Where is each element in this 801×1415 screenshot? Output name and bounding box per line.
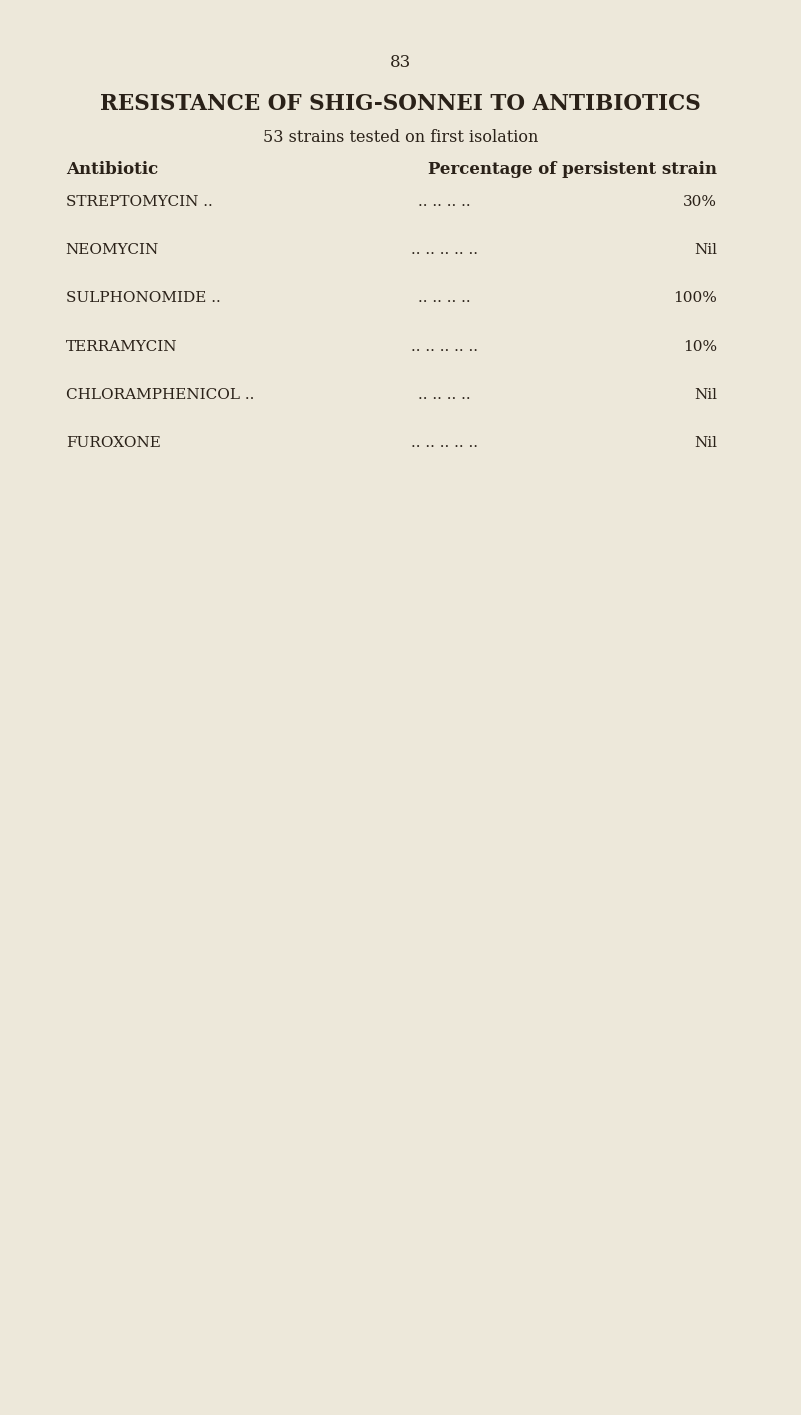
Text: .. .. .. .. ..: .. .. .. .. .. <box>411 436 478 450</box>
Text: SULPHONOMIDE ..: SULPHONOMIDE .. <box>66 291 220 306</box>
Text: RESISTANCE OF SHIG-SONNEI TO ANTIBIOTICS: RESISTANCE OF SHIG-SONNEI TO ANTIBIOTICS <box>100 93 701 116</box>
Text: Nil: Nil <box>694 388 717 402</box>
Text: .. .. .. ..: .. .. .. .. <box>418 195 471 209</box>
Text: FUROXONE: FUROXONE <box>66 436 160 450</box>
Text: Percentage of persistent strain: Percentage of persistent strain <box>428 161 717 178</box>
Text: 30%: 30% <box>683 195 717 209</box>
Text: Antibiotic: Antibiotic <box>66 161 158 178</box>
Text: .. .. .. ..: .. .. .. .. <box>418 291 471 306</box>
Text: .. .. .. .. ..: .. .. .. .. .. <box>411 340 478 354</box>
Text: TERRAMYCIN: TERRAMYCIN <box>66 340 177 354</box>
Text: 83: 83 <box>390 54 411 72</box>
Text: CHLORAMPHENICOL ..: CHLORAMPHENICOL .. <box>66 388 254 402</box>
Text: Nil: Nil <box>694 243 717 258</box>
Text: STREPTOMYCIN ..: STREPTOMYCIN .. <box>66 195 212 209</box>
Text: .. .. .. ..: .. .. .. .. <box>418 388 471 402</box>
Text: 53 strains tested on first isolation: 53 strains tested on first isolation <box>263 129 538 146</box>
Text: 10%: 10% <box>682 340 717 354</box>
Text: Nil: Nil <box>694 436 717 450</box>
Text: NEOMYCIN: NEOMYCIN <box>66 243 159 258</box>
Text: .. .. .. .. ..: .. .. .. .. .. <box>411 243 478 258</box>
Text: 100%: 100% <box>673 291 717 306</box>
